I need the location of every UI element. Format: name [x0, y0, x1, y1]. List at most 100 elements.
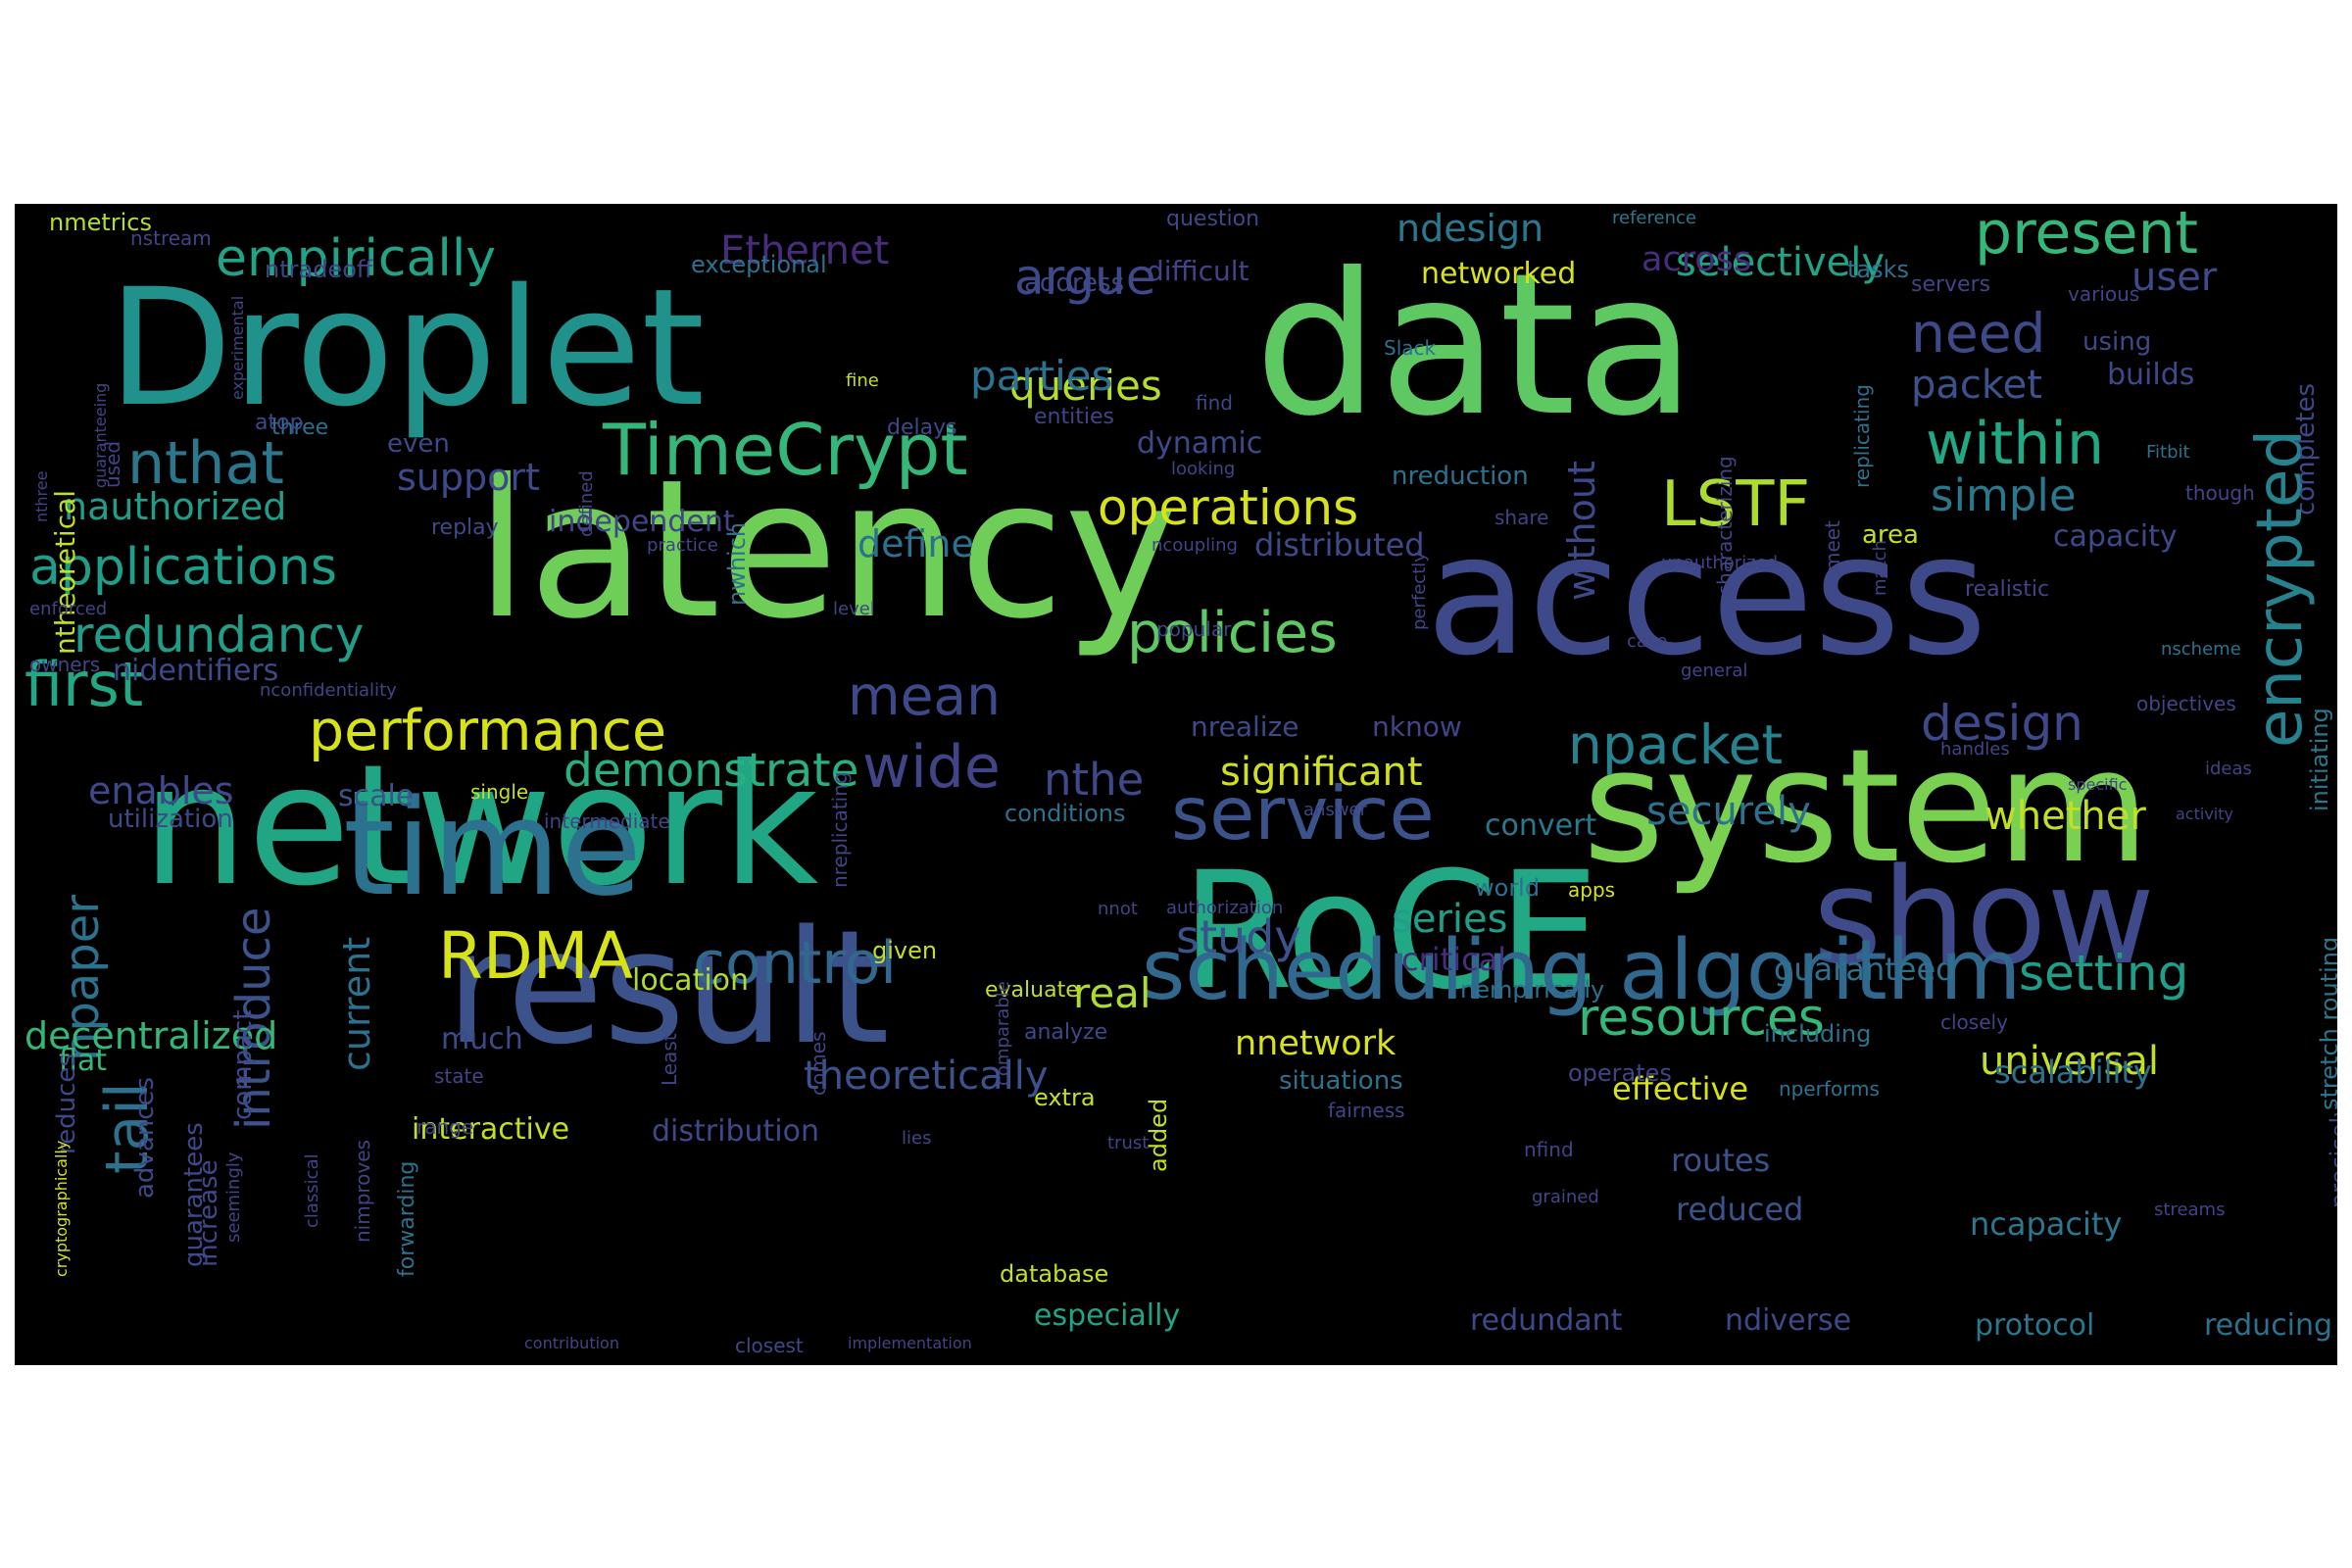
word-effective: effective: [1612, 1070, 1749, 1107]
word-forwarding: forwarding: [395, 1160, 419, 1277]
word-single: single: [470, 780, 529, 804]
word-without: without: [1560, 461, 1603, 601]
word-argue: argue: [1014, 249, 1156, 306]
word-address: address: [1024, 269, 1125, 298]
word-state: state: [434, 1064, 484, 1088]
word-given: given: [872, 937, 938, 964]
word-study: study: [1176, 910, 1301, 963]
word-ideas: ideas: [2205, 759, 2252, 779]
word-closely: closely: [1940, 1010, 2008, 1034]
word-service: service: [1171, 770, 1435, 857]
word-specific: specific: [2068, 775, 2128, 794]
word-mean: mean: [848, 664, 1001, 727]
word-authorization: authorization: [1166, 898, 1284, 918]
word-fairness: fairness: [1328, 1099, 1405, 1122]
word-parties: parties: [970, 352, 1113, 400]
word-data: data: [1254, 231, 1696, 460]
word-exceptional: exceptional: [691, 251, 827, 278]
word-convert: convert: [1485, 808, 1597, 843]
word-comes: comes: [807, 1031, 830, 1096]
word-network: network: [142, 729, 819, 923]
word-ntradeoff: ntradeoff: [265, 256, 373, 283]
word-interactive: interactive: [412, 1112, 570, 1147]
word-precisely: precisely: [2326, 1102, 2337, 1208]
word-critical: critical: [1401, 941, 1507, 978]
word-ncapacity: ncapacity: [1970, 1205, 2123, 1243]
word-roce: RoCE: [1181, 837, 1600, 1025]
word-tasks: tasks: [1847, 256, 1910, 283]
word-nreduction: nreduction: [1392, 462, 1529, 491]
word-show: show: [1813, 840, 2155, 994]
word-nempirically: nempirically: [1460, 976, 1605, 1004]
word-enables: enables: [88, 769, 234, 812]
word-flat: flat: [59, 1044, 108, 1078]
word-simple: simple: [1931, 469, 2077, 521]
word-location: location: [632, 963, 750, 998]
word-question: question: [1166, 207, 1260, 231]
word-looking: looking: [1171, 459, 1236, 479]
word-performance: performance: [309, 699, 667, 763]
word-slack: Slack: [1384, 336, 1437, 360]
word-three: three: [271, 416, 329, 440]
word-nscheme: nscheme: [2161, 639, 2241, 660]
word-experimental: experimental: [228, 295, 247, 400]
word-world: world: [1475, 874, 1541, 902]
word-nidentifiers: nidentifiers: [113, 654, 279, 688]
word-used: used: [101, 440, 124, 488]
word-operates: operates: [1568, 1059, 1672, 1087]
word-apps: apps: [1568, 878, 1616, 902]
word-time: time: [343, 771, 643, 925]
word-reducing: reducing: [2204, 1308, 2333, 1343]
word-nthat: nthat: [127, 429, 284, 498]
word-perfectly: perfectly: [1409, 552, 1430, 630]
word-routes: routes: [1671, 1142, 1771, 1179]
word-enforced: enforced: [29, 599, 108, 619]
word-contribution: contribution: [524, 1334, 619, 1352]
word-though: though: [2185, 481, 2255, 505]
word-empirically: empirically: [216, 229, 497, 288]
word-policies: policies: [1127, 601, 1338, 665]
word-nperforms: nperforms: [1779, 1077, 1880, 1101]
word-series: series: [1392, 897, 1508, 942]
word-scalability: scalability: [1994, 1054, 2152, 1091]
word-result: result: [446, 896, 890, 1079]
word-extra: extra: [1034, 1084, 1096, 1111]
word-nknow: nknow: [1372, 710, 1462, 743]
word-scale: scale: [338, 779, 415, 813]
word-fitbit: Fitbit: [2146, 442, 2190, 463]
word-distribution: distribution: [652, 1114, 819, 1149]
word-characterizing: characterizing: [1713, 456, 1737, 596]
word-selectively: selectively: [1676, 240, 1886, 285]
word-closest: closest: [735, 1334, 804, 1357]
word-situations: situations: [1279, 1066, 1403, 1096]
word-share: share: [1494, 506, 1549, 529]
word-evaluate: evaluate: [985, 978, 1079, 1003]
word-delays: delays: [887, 416, 957, 440]
word-wide: wide: [862, 733, 1001, 802]
word-securely: securely: [1646, 789, 1811, 834]
word-lstf: LSTF: [1661, 468, 1811, 541]
word-meet: meet: [1821, 520, 1844, 571]
word-ndesign: ndesign: [1396, 207, 1544, 250]
word-dynamic: dynamic: [1137, 426, 1263, 461]
word-range: range: [416, 1115, 474, 1139]
word-system: system: [1583, 714, 2150, 898]
word-fine: fine: [846, 370, 879, 391]
word-timecrypt: TimeCrypt: [603, 409, 968, 491]
word-within: within: [1926, 410, 2104, 478]
word-objectives: objectives: [2136, 692, 2236, 715]
word-networked: networked: [1421, 257, 1577, 291]
word-compact: compact: [228, 1009, 258, 1120]
word-nfind: nfind: [1524, 1138, 1574, 1161]
word-much: much: [441, 1022, 523, 1056]
word-ndiverse: ndiverse: [1725, 1303, 1852, 1338]
word-first: first: [24, 649, 144, 720]
word-ntheoretical: ntheoretical: [49, 489, 81, 655]
word-support: support: [397, 456, 540, 499]
word-trust: trust: [1107, 1133, 1150, 1153]
word-answer: answer: [1303, 800, 1368, 820]
word-reduced: reduced: [1676, 1191, 1804, 1228]
word-nauthorized: nauthorized: [64, 485, 287, 528]
word-cloud: data latency access Droplet network system res…: [15, 204, 2337, 1365]
word-demonstrate: demonstrate: [564, 744, 859, 798]
